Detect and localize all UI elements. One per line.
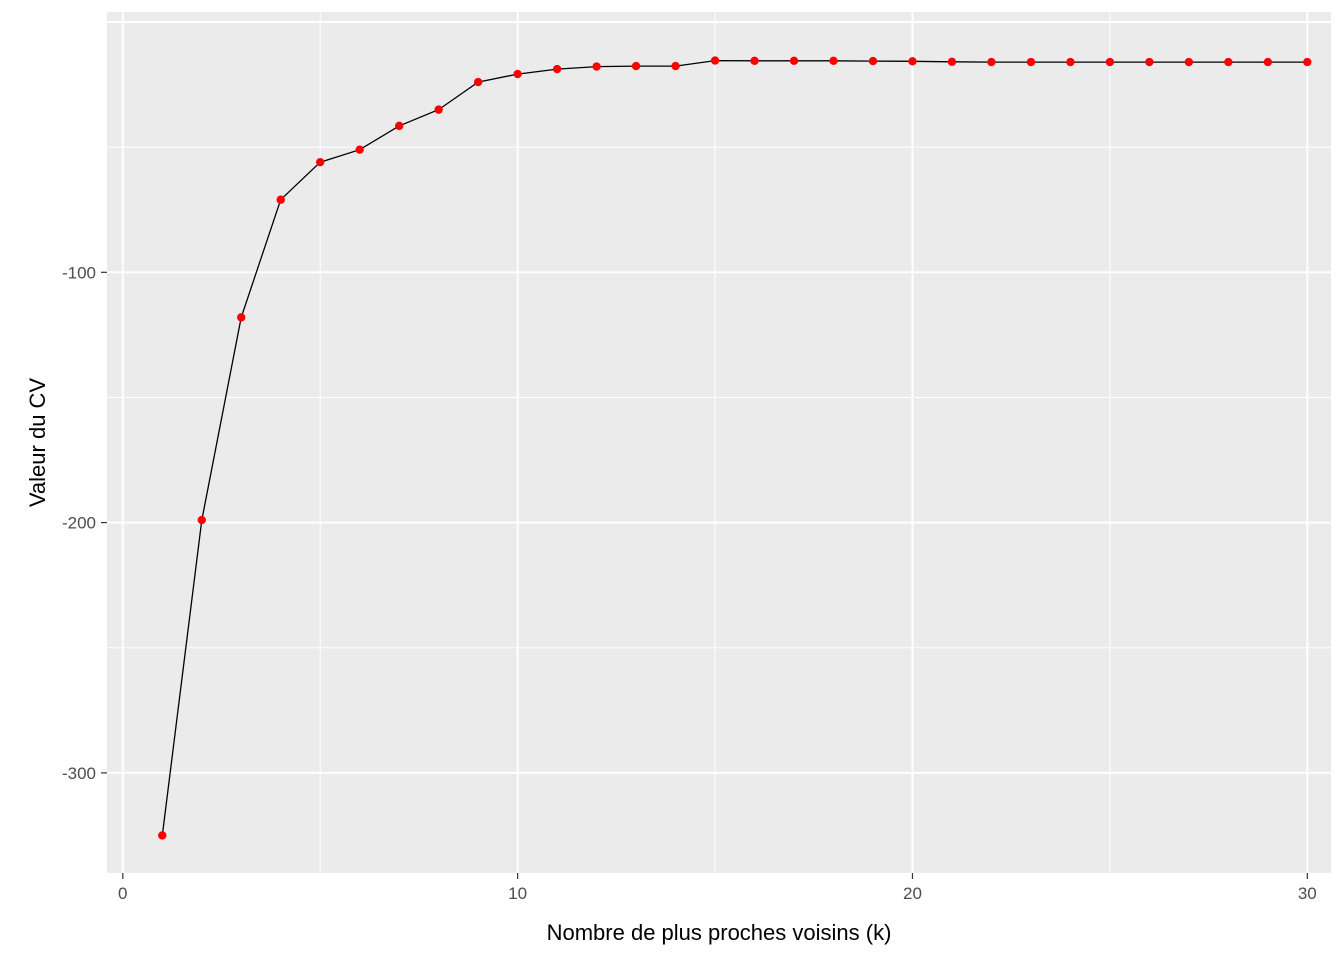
data-point [908,57,917,66]
data-point [1145,57,1154,67]
data-point [316,157,325,167]
data-point [750,56,759,66]
y-tick-label: -100 [62,263,96,282]
data-point [1303,57,1312,67]
x-tick-label: 20 [903,884,922,903]
data-point [276,195,285,204]
data-point [355,145,364,154]
data-point [1224,57,1233,67]
y-axis-title: Valeur du CV [25,378,50,508]
data-point [158,831,167,840]
x-axis: 0 10 20 30 [118,873,1317,903]
data-point [987,57,996,67]
data-point [592,62,601,71]
data-point [710,56,720,65]
minor-gridlines [107,12,1331,873]
data-point [671,61,680,71]
data-point [237,313,246,322]
series-points [158,56,1312,840]
data-point [1263,57,1273,67]
data-point [434,105,443,114]
plot-panel [107,12,1331,873]
data-point [829,56,838,66]
data-point [1184,57,1194,67]
data-point [552,64,562,74]
y-tick-label: -300 [62,764,96,783]
data-point [1105,57,1115,67]
data-point [394,121,404,131]
data-point [473,77,483,87]
y-tick-label: -200 [62,514,96,533]
data-point [197,515,206,525]
x-axis-title: Nombre de plus proches voisins (k) [547,920,892,945]
x-tick-label: 30 [1298,884,1317,903]
data-point [1026,57,1036,67]
series-line [161,59,1308,836]
major-gridlines [107,12,1331,873]
data-point [631,61,641,71]
data-point [947,57,957,67]
data-point [513,69,522,79]
series-lines [161,59,1308,836]
y-axis: -100 -200 -300 [62,263,107,783]
x-tick-label: 0 [118,884,127,903]
data-point [789,56,799,66]
data-point [1066,57,1075,67]
data-point [868,56,878,66]
x-tick-label: 10 [508,884,527,903]
